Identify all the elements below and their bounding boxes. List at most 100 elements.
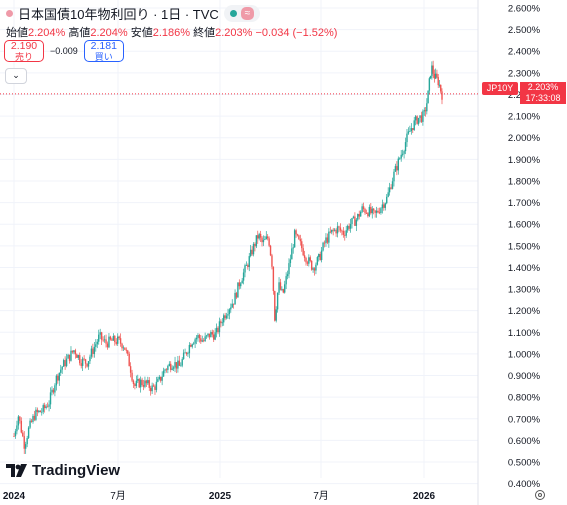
candle-body [100,332,103,340]
candle-body [390,187,392,189]
candle-body [348,225,350,229]
candle-body [68,354,71,361]
x-tick-label: 2026 [413,491,436,502]
candle-body [352,216,355,219]
candle-body [205,335,208,337]
candle-body [45,406,47,409]
candle-body [160,376,162,381]
candle-body [232,303,235,305]
candle-body [177,360,179,369]
candle-body [437,77,439,86]
candle-body [48,404,50,407]
status-pill[interactable]: ≈ [223,5,261,22]
brand-name: TradingView [32,462,121,479]
candle-body [129,366,132,373]
candle-body [41,411,43,413]
symbol-title[interactable]: 日本国債10年物利回り · 1日 · TVC [18,7,219,22]
candle-body [155,381,158,390]
candle-body [33,415,36,420]
y-tick-label: 1.500% [508,241,541,252]
candle-body [400,154,402,159]
candle-body [51,389,53,393]
candle-body [262,239,265,243]
y-tick-label: 1.100% [508,328,541,339]
candle-body [105,339,107,344]
candle-body [93,346,96,355]
candle-body [38,410,40,413]
buy-button[interactable]: 2.181 買い [83,40,124,62]
wave-icon: ≈ [240,7,255,20]
candle-body [158,376,160,380]
candle-body [164,369,166,371]
candle-body [135,380,138,387]
candle-body [299,239,302,242]
candle-body [145,380,148,384]
candle-body [268,238,270,246]
candle-body [181,359,183,366]
candle-body [354,216,356,226]
candle-body [92,348,94,355]
candle-body [301,241,303,249]
y-tick-label: 0.500% [508,458,541,469]
candle-body [134,384,136,387]
candle-body [373,208,375,211]
candle-body [62,360,65,367]
candle-body [201,340,203,342]
candle-body [132,380,135,385]
candle-body [71,350,74,353]
candle-body [20,420,23,433]
y-tick-label: 1.200% [508,306,541,317]
candle-body [370,206,372,214]
candle-body [230,307,232,310]
candle-body [320,250,323,261]
candle-body [152,385,155,387]
candle-body [387,192,389,197]
candle-body [332,229,334,231]
candle-body [422,111,424,122]
candle-body [295,230,297,235]
candle-body [396,166,398,171]
candle-body [303,255,306,258]
candle-body [275,309,277,321]
candle-body [98,334,100,342]
candle-body [383,204,385,208]
candle-body [271,255,273,267]
chevron-down-icon[interactable]: ⌄ [5,68,27,84]
buy-label: 買い [94,52,113,62]
candle-body [61,366,63,370]
candle-body [57,375,59,381]
candle-body [265,236,267,240]
candle-body [309,257,311,261]
candle-body [371,208,373,214]
symbol-title-row: 日本国債10年物利回り · 1日 · TVC ≈ [6,4,261,23]
candle-body [391,181,394,189]
candle-body [377,210,379,213]
candle-body [42,405,44,412]
candle-body [313,268,316,271]
tradingview-logo[interactable]: TradingView [6,462,120,479]
candle-body [259,233,262,238]
candle-body [318,253,320,258]
candle-body [195,337,198,340]
candle-body [378,212,381,214]
y-tick-label: 1.600% [508,220,541,231]
candle-body [109,336,112,340]
candle-body [357,214,359,220]
candle-body [142,385,145,387]
candle-body [428,78,431,91]
sell-button[interactable]: 2.190 売り [4,40,44,62]
gear-icon[interactable] [535,490,545,500]
candle-body [210,332,212,338]
candle-body [255,235,258,247]
candle-body [215,327,218,333]
y-tick-label: 0.800% [508,393,541,404]
candle-body [79,355,81,364]
candle-body [433,73,436,79]
candle-body [13,436,15,437]
candle-body [96,341,98,345]
buy-price: 2.181 [90,40,117,52]
y-tick-label: 1.800% [508,176,541,187]
candle-body [274,291,276,321]
candle-body [58,372,60,381]
